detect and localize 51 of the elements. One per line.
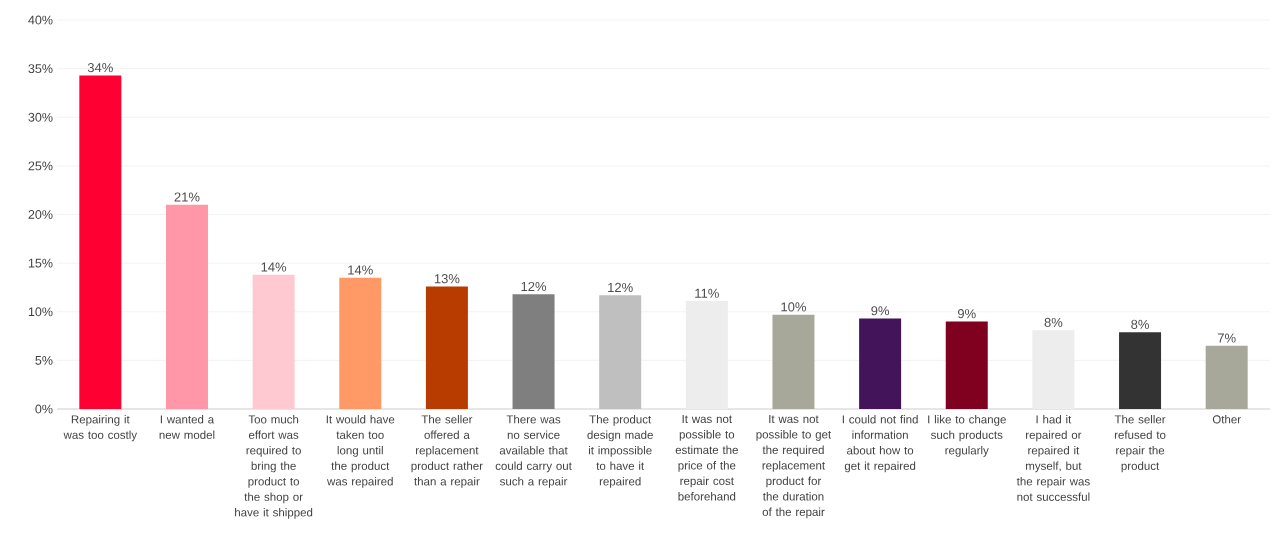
y-tick-label: 15%: [28, 258, 53, 268]
bar: [1119, 332, 1162, 409]
bar: [945, 321, 988, 409]
x-tick-label: I could not find information about how to get it repaired: [842, 415, 918, 473]
bar: [685, 301, 728, 409]
x-tick-label: It was not possible to get the required replacement product for the duration of the repair: [756, 415, 832, 519]
data-label: 8%: [1131, 319, 1149, 329]
y-tick-label: 40%: [28, 15, 53, 25]
data-label: 34%: [87, 63, 113, 73]
bar: [165, 204, 208, 409]
bar: [1205, 345, 1248, 409]
data-label: 9%: [957, 309, 976, 319]
y-tick-label: 10%: [28, 307, 53, 317]
data-label: 13%: [434, 274, 460, 284]
data-label: 21%: [174, 192, 200, 202]
bar: [599, 295, 642, 409]
data-label: 9%: [871, 306, 890, 316]
x-tick-label: Too much effort was required to bring the product to the shop or have it shipped: [235, 415, 313, 519]
x-tick-label: I like to change such products regularly: [928, 415, 1006, 457]
data-label: 14%: [348, 265, 373, 275]
y-tick-label: 20%: [28, 210, 53, 219]
bar: [512, 294, 555, 409]
data-label: 7%: [1217, 333, 1236, 343]
bar: [252, 274, 295, 409]
x-tick-label: Other: [1212, 415, 1241, 424]
data-label: 12%: [608, 282, 633, 293]
x-tick-label: I had it repaired or repaired it myself, but the repair was not successful: [1016, 415, 1090, 501]
bar: [79, 75, 122, 409]
y-tick-label: 25%: [28, 161, 53, 171]
x-tick-label: It was not possible to estimate the price of the repair cost beforehand: [675, 415, 738, 501]
x-tick-label: Repairing it was too costly: [63, 415, 138, 442]
y-tick-label: 30%: [28, 112, 53, 122]
bar: [859, 318, 902, 409]
data-label: 10%: [781, 302, 807, 312]
bar: [1032, 330, 1075, 409]
x-tick-label: The product design made it impossible to have it repaired: [587, 415, 653, 488]
y-tick-label: 0%: [35, 404, 53, 414]
x-tick-label: It would have taken too long until the product was repaired: [326, 415, 395, 488]
data-label: 11%: [695, 288, 719, 298]
y-tick-label: 35%: [28, 64, 53, 74]
bar: [339, 277, 382, 409]
data-label: 12%: [521, 281, 547, 292]
bar: [772, 314, 815, 409]
x-tick-label: There was no service available that could carry out such a repair: [495, 415, 572, 488]
bar: [425, 286, 468, 409]
x-tick-label: The seller offered a replacement product rather than a repair: [411, 415, 483, 488]
x-tick-label: The seller refused to repair the product: [1114, 415, 1166, 473]
data-label: 14%: [261, 262, 287, 272]
y-tick-label: 5%: [35, 355, 53, 365]
data-label: 8%: [1044, 317, 1063, 328]
x-tick-label: I wanted a new model: [159, 415, 215, 439]
